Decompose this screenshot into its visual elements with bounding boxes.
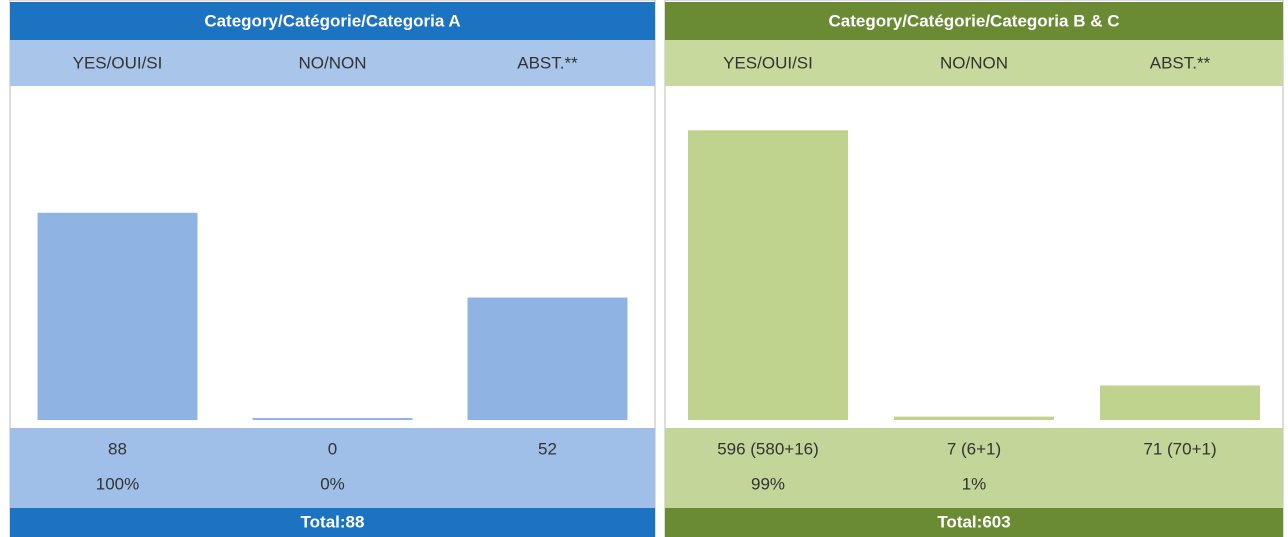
total-bar	[665, 508, 1283, 537]
category-row	[665, 40, 1283, 86]
percent-label: 1%	[962, 474, 987, 493]
value-row	[665, 428, 1283, 508]
category-label: NO/NON	[940, 53, 1008, 72]
panel-border	[9, 0, 656, 537]
bar	[894, 416, 1054, 420]
category-label: NO/NON	[299, 53, 367, 72]
percent-label: 100%	[96, 474, 139, 493]
bar	[37, 212, 198, 420]
value-label: 71 (70+1)	[1143, 439, 1216, 458]
value-label: 0	[328, 439, 337, 458]
total-label: Total:88	[301, 512, 365, 531]
total-bar	[10, 508, 655, 537]
value-label: 596 (580+16)	[717, 439, 819, 458]
header-bar	[665, 2, 1283, 40]
panel-border	[664, 0, 1284, 537]
bar	[1100, 385, 1260, 420]
bar	[467, 297, 628, 420]
category-label: ABST.**	[517, 53, 578, 72]
panel-title: Category/Catégorie/Categoria B & C	[829, 11, 1120, 30]
bar	[252, 418, 413, 420]
panel-title: Category/Catégorie/Categoria A	[204, 11, 460, 30]
percent-label: 99%	[751, 474, 785, 493]
bar	[688, 130, 848, 420]
value-row	[10, 428, 655, 508]
category-label: YES/OUI/SI	[73, 53, 163, 72]
category-label: YES/OUI/SI	[723, 53, 813, 72]
value-label: 52	[538, 439, 557, 458]
category-row	[10, 40, 655, 86]
value-label: 7 (6+1)	[947, 439, 1001, 458]
category-label: ABST.**	[1150, 53, 1211, 72]
total-label: Total:603	[937, 512, 1010, 531]
value-label: 88	[108, 439, 127, 458]
percent-label: 0%	[320, 474, 345, 493]
header-bar	[10, 2, 655, 40]
